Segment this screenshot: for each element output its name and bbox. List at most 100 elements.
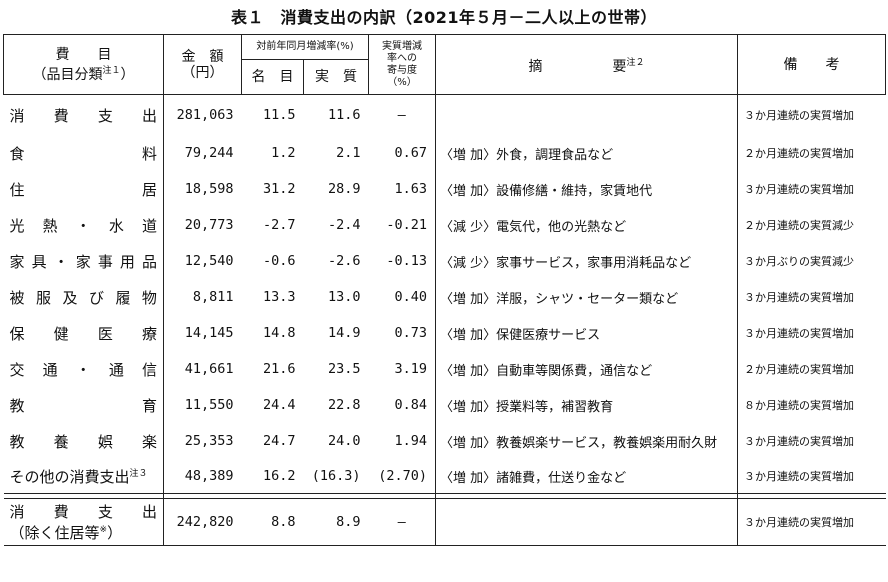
remark-cell: ３か月連続の実質増加 — [737, 171, 886, 207]
amount-cell: 14,145 — [163, 315, 242, 351]
contribution-cell: (2.70) — [368, 459, 436, 494]
nominal-change-cell: 1.2 — [271, 145, 296, 161]
summary-cell: 〈増 加〉洋服，シャツ・セーター類など — [440, 291, 679, 307]
table-row: 教養娯楽 25,353 24.7 24.0 1.94 〈増 加〉教養娯楽サービス，教養娯楽… — [3, 423, 886, 459]
contribution-cell: 0.73 — [368, 315, 436, 351]
row-item-name: 住居 — [3, 171, 164, 207]
real-change-cell: 23.5 — [327, 361, 361, 377]
row-item-name: 教育 — [3, 387, 164, 423]
summary-cell — [435, 498, 738, 546]
nominal-change-cell: 24.4 — [262, 397, 296, 413]
header-nominal: 名 目 — [241, 59, 304, 95]
header-amount: 金 額 （円） — [163, 34, 242, 95]
contribution-cell: 0.84 — [368, 387, 436, 423]
summary-cell: 〈増 加〉外食，調理食品など — [440, 147, 614, 163]
contribution-cell: — — [368, 94, 436, 135]
amount-cell: 41,661 — [163, 351, 242, 387]
real-change-cell: 24.0 — [327, 433, 361, 449]
table-row: 住居 18,598 31.2 28.9 1.63 〈増 加〉設備修繕・維持，家賃地代 ３か月… — [3, 171, 886, 207]
double-rule-separator — [3, 493, 886, 499]
table-title: 表１ 消費支出の内訳（2021年５月－二人以上の世帯） — [230, 8, 658, 27]
real-change-cell: 11.6 — [327, 107, 361, 123]
real-change-cell: -2.6 — [327, 253, 361, 269]
remark-cell: ３か月ぶりの実質減少 — [737, 243, 886, 279]
amount-cell: 25,353 — [163, 423, 242, 459]
header-real: 実 質 — [303, 59, 369, 95]
nominal-change-cell: 16.2 — [241, 459, 304, 494]
contribution-cell: -0.13 — [368, 243, 436, 279]
amount-cell: 48,389 — [163, 459, 242, 494]
amount-cell: 12,540 — [163, 243, 242, 279]
nominal-change-cell: 21.6 — [262, 361, 296, 377]
real-change-cell: 28.9 — [327, 181, 361, 197]
nominal-change-cell: -2.7 — [262, 217, 296, 233]
summary-cell: 〈増 加〉授業料等，補習教育 — [440, 399, 614, 415]
summary-cell: 〈増 加〉自動車等関係費，通信など — [440, 363, 653, 379]
row-item-name: 消費支出 — [3, 94, 164, 135]
real-change-cell: 14.9 — [327, 325, 361, 341]
remark-cell: ３か月連続の実質増加 — [737, 279, 886, 315]
contribution-cell: 1.94 — [368, 423, 436, 459]
nominal-change-cell: -0.6 — [262, 253, 296, 269]
table-row: 教育 11,550 24.4 22.8 0.84 〈増 加〉授業料等，補習教育 ８か月連続の… — [3, 387, 886, 423]
total-item-name: 消費支出（除く住居等※） — [3, 498, 164, 546]
summary-cell: 〈増 加〉教養娯楽サービス，教養娯楽用耐久財 — [440, 435, 718, 451]
nominal-change-cell: 8.8 — [241, 498, 304, 546]
table-row: 交通・通信 41,661 21.6 23.5 3.19 〈増 加〉自動車等関係費，通信など… — [3, 351, 886, 387]
table-row: 被服及び履物 8,811 13.3 13.0 0.40 〈増 加〉洋服，シャツ・セーター類… — [3, 279, 886, 315]
total-row: 消費支出（除く住居等※） 242,820 8.8 8.9— ３か月連続の実質増加 — [3, 498, 886, 546]
amount-cell: 8,811 — [163, 279, 242, 315]
contribution-cell: -0.21 — [368, 207, 436, 243]
real-change-cell: 8.9 — [303, 498, 369, 546]
header-item: 費 目 （品目分類注１） — [3, 34, 164, 95]
real-change-cell: -2.4 — [327, 217, 361, 233]
real-change-cell: 2.1 — [336, 145, 361, 161]
nominal-change-cell: 24.7 — [262, 433, 296, 449]
real-change-cell: (16.3) — [303, 459, 369, 494]
table-body: 消費支出 281,063 11.5 11.6—３か月連続の実質増加食料 79,244 1.… — [3, 94, 886, 546]
remark-cell: ２か月連続の実質増加 — [737, 135, 886, 171]
amount-cell: 11,550 — [163, 387, 242, 423]
remark-cell: ３か月連続の実質増加 — [737, 315, 886, 351]
summary-cell: 〈増 加〉保健医療サービス — [440, 327, 601, 343]
row-item-name: その他の消費支出注３ — [3, 459, 164, 494]
row-item-name: 食料 — [3, 135, 164, 171]
contribution-cell: 0.67 — [368, 135, 436, 171]
amount-cell: 18,598 — [163, 171, 242, 207]
consumption-breakdown-table: 費 目 （品目分類注１） 金 額 （円） 対前年同月増減率(%) 実質増減 率へ… — [3, 34, 886, 546]
remark-cell: ３か月連続の実質増加 — [737, 94, 886, 135]
summary-cell: 〈増 加〉諸雑費，仕送り金など — [435, 459, 738, 494]
row-item-name: 光熱・水道 — [3, 207, 164, 243]
header-yoy: 対前年同月増減率(%) — [241, 34, 369, 60]
row-item-name: 保健医療 — [3, 315, 164, 351]
amount-cell: 242,820 — [163, 498, 242, 546]
real-change-cell: 13.0 — [327, 289, 361, 305]
table-row: 家具・家事用品 12,540 -0.6 -2.6 -0.13 〈減 少〉家事サービス，家事… — [3, 243, 886, 279]
table-row: 保健医療 14,145 14.8 14.9 0.73 〈増 加〉保健医療サービス ３か月連続… — [3, 315, 886, 351]
remark-cell: ８か月連続の実質増加 — [737, 387, 886, 423]
summary-cell: 〈減 少〉電気代，他の光熱など — [440, 219, 627, 235]
contribution-cell: — — [368, 498, 436, 546]
table-row: 消費支出 281,063 11.5 11.6 — ３か月連続の実質増加 — [3, 94, 886, 136]
header-summary: 摘 要注２ — [435, 34, 738, 95]
summary-cell: 〈増 加〉設備修繕・維持，家賃地代 — [440, 183, 653, 199]
contribution-cell: 0.40 — [368, 279, 436, 315]
summary-cell: 〈減 少〉家事サービス，家事用消耗品など — [440, 255, 692, 271]
amount-cell: 20,773 — [163, 207, 242, 243]
nominal-change-cell: 13.3 — [262, 289, 296, 305]
contribution-cell: 3.19 — [368, 351, 436, 387]
nominal-change-cell: 14.8 — [262, 325, 296, 341]
amount-cell: 79,244 — [163, 135, 242, 171]
remark-cell: ３か月連続の実質増加 — [737, 498, 886, 546]
nominal-change-cell: 11.5 — [262, 107, 296, 123]
nominal-change-cell: 31.2 — [262, 181, 296, 197]
remark-cell: ３か月連続の実質増加 — [737, 459, 886, 494]
row-item-name: 交通・通信 — [3, 351, 164, 387]
row-item-name: 被服及び履物 — [3, 279, 164, 315]
table-row: 光熱・水道 20,773 -2.7 -2.4 -0.21 〈減 少〉電気代，他の光熱など ２… — [3, 207, 886, 243]
remark-cell: ２か月連続の実質減少 — [737, 207, 886, 243]
amount-cell: 281,063 — [163, 94, 242, 135]
summary-cell — [436, 95, 738, 136]
row-item-name: 教養娯楽 — [3, 423, 164, 459]
row-item-name: 家具・家事用品 — [3, 243, 164, 279]
